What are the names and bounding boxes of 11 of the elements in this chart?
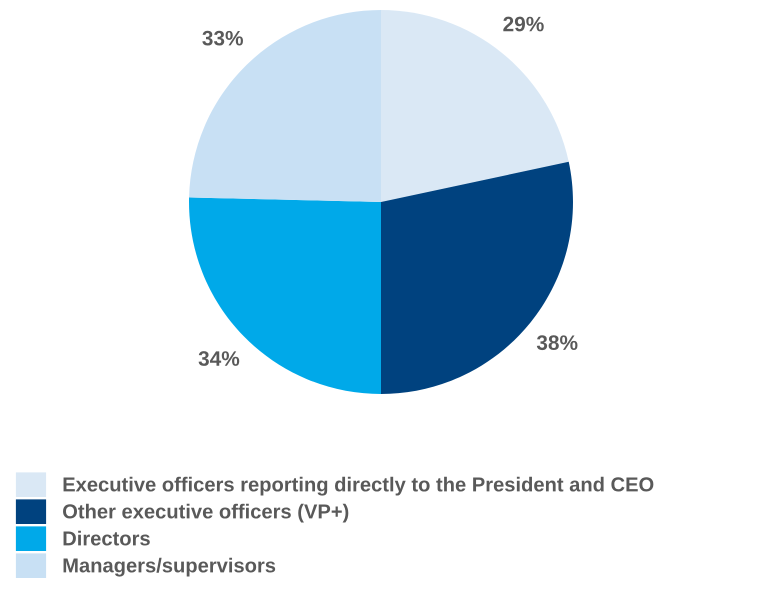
pie-slice [189, 10, 381, 202]
data-label: 38% [536, 335, 578, 350]
legend-label: Managers/supervisors [64, 558, 276, 577]
legend-label: Executive officers reporting directly to the President and CEO [64, 476, 654, 496]
data-label: 29% [503, 16, 544, 32]
pie-slice [381, 10, 569, 202]
pie-slice [189, 198, 381, 394]
data-label: 34% [198, 351, 240, 366]
legend-label: Other executive officers (VP+) [63, 504, 348, 523]
data-label: 33% [202, 30, 243, 46]
legend-label: Directors [64, 530, 150, 546]
